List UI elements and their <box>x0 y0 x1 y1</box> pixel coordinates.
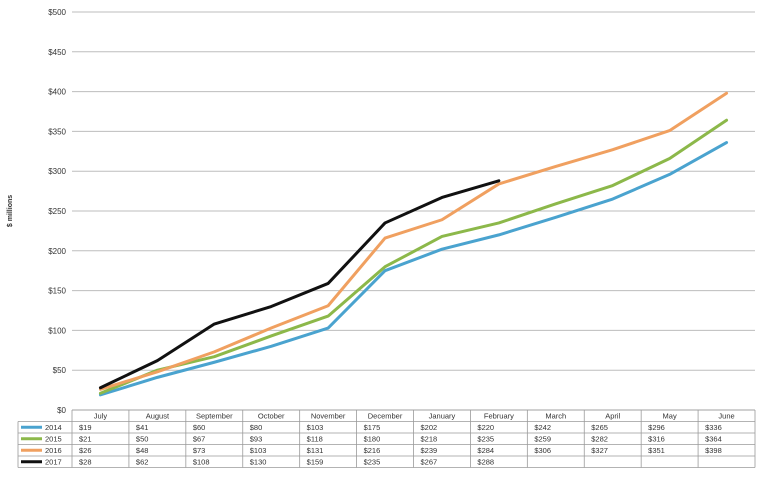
data-label: $327 <box>591 446 608 455</box>
y-tick-label: $350 <box>48 127 66 136</box>
data-label: $108 <box>193 458 210 467</box>
y-tick-label: $500 <box>48 8 66 17</box>
data-label: $296 <box>648 423 665 432</box>
x-tick-label: January <box>429 412 456 421</box>
data-label: $364 <box>705 435 722 444</box>
y-axis-tick-labels: $0 $50 $100 $150 $200 $250 $300 $350 $400 $450 $50… <box>48 8 66 415</box>
data-label: $26 <box>79 446 92 455</box>
series-line-2015 <box>98 118 729 395</box>
data-label: $103 <box>307 423 324 432</box>
data-label: $19 <box>79 423 92 432</box>
x-tick-label: October <box>258 412 285 421</box>
data-label: $67 <box>193 435 206 444</box>
data-label: $130 <box>250 458 267 467</box>
data-label: $351 <box>648 446 665 455</box>
series-line-2017 <box>98 179 501 390</box>
y-tick-label: $300 <box>48 167 66 176</box>
data-label: $242 <box>534 423 551 432</box>
y-tick-label: $150 <box>48 287 66 296</box>
data-label: $131 <box>307 446 324 455</box>
x-tick-label: May <box>663 412 677 421</box>
data-label: $282 <box>591 435 608 444</box>
data-label: $235 <box>364 458 381 467</box>
data-label: $118 <box>307 435 323 444</box>
x-tick-label: July <box>94 412 108 421</box>
data-label: $306 <box>534 446 551 455</box>
data-label: $73 <box>193 446 206 455</box>
data-label: $220 <box>477 423 494 432</box>
legend-label: 2016 <box>45 446 62 455</box>
y-axis-title: $ millions <box>7 195 14 227</box>
x-tick-label: November <box>311 412 346 421</box>
y-tick-label: $100 <box>48 326 66 335</box>
legend-label: 2017 <box>45 458 62 467</box>
y-tick-label: $250 <box>48 207 66 216</box>
data-label: $159 <box>307 458 324 467</box>
data-label: $336 <box>705 423 722 432</box>
legend-label: 2015 <box>45 435 62 444</box>
x-tick-label: March <box>545 412 566 421</box>
data-label: $103 <box>250 446 267 455</box>
data-label: $267 <box>421 458 438 467</box>
data-label: $180 <box>364 435 381 444</box>
data-label: $239 <box>421 446 438 455</box>
x-tick-label: February <box>484 412 514 421</box>
data-label: $216 <box>364 446 381 455</box>
y-tick-label: $200 <box>48 247 66 256</box>
y-tick-label: $450 <box>48 48 66 57</box>
y-tick-label: $50 <box>53 366 67 375</box>
data-label: $175 <box>364 423 381 432</box>
series-lines <box>98 91 729 397</box>
data-label: $284 <box>477 446 494 455</box>
data-label: $41 <box>136 423 149 432</box>
data-label: $316 <box>648 435 665 444</box>
data-label: $398 <box>705 446 722 455</box>
x-tick-label: December <box>368 412 403 421</box>
x-tick-label: April <box>605 412 620 421</box>
data-label: $202 <box>421 423 438 432</box>
y-tick-label: $0 <box>57 406 66 415</box>
legend-label: 2014 <box>45 423 62 432</box>
data-label: $235 <box>477 435 494 444</box>
series-line-2016 <box>98 91 729 391</box>
x-tick-label: August <box>146 412 170 421</box>
data-label: $218 <box>421 435 438 444</box>
data-label: $21 <box>79 435 92 444</box>
data-table: July August September October November Decemb… <box>17 409 756 468</box>
data-label: $93 <box>250 435 263 444</box>
data-label: $48 <box>136 446 149 455</box>
data-label: $265 <box>591 423 608 432</box>
data-label: $288 <box>477 458 494 467</box>
data-label: $259 <box>534 435 551 444</box>
data-label: $50 <box>136 435 149 444</box>
series-line-2014 <box>98 141 729 397</box>
x-tick-label: June <box>718 412 734 421</box>
x-tick-label: September <box>196 412 233 421</box>
y-tick-label: $400 <box>48 88 66 97</box>
data-label: $60 <box>193 423 206 432</box>
data-label: $28 <box>79 458 92 467</box>
data-label: $62 <box>136 458 149 467</box>
data-label: $80 <box>250 423 263 432</box>
